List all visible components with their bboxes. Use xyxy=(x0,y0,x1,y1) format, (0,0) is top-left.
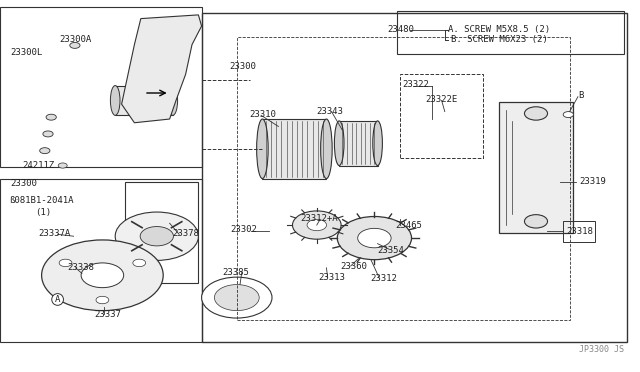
Circle shape xyxy=(525,107,548,120)
Ellipse shape xyxy=(257,119,268,179)
Bar xyxy=(499,102,573,232)
Text: 23300: 23300 xyxy=(229,62,256,71)
Bar xyxy=(202,13,627,342)
Text: 23322E: 23322E xyxy=(426,95,458,104)
Bar xyxy=(125,182,198,283)
Ellipse shape xyxy=(110,86,120,115)
Ellipse shape xyxy=(372,121,383,166)
Text: 23300A: 23300A xyxy=(59,35,91,44)
Circle shape xyxy=(202,277,272,318)
Text: B: B xyxy=(578,92,583,100)
Text: A. SCREW M5X8.5 (2): A. SCREW M5X8.5 (2) xyxy=(448,25,550,34)
Text: 23318: 23318 xyxy=(566,227,593,236)
Text: 23338: 23338 xyxy=(67,263,94,272)
Circle shape xyxy=(214,285,259,311)
Circle shape xyxy=(81,263,124,288)
Bar xyxy=(339,121,378,166)
Text: JP3300 JS: JP3300 JS xyxy=(579,345,624,354)
Bar xyxy=(0,7,202,167)
Circle shape xyxy=(58,163,67,168)
Circle shape xyxy=(43,131,53,137)
Ellipse shape xyxy=(321,119,332,179)
Bar xyxy=(262,119,326,179)
Text: 23343: 23343 xyxy=(317,107,344,116)
Ellipse shape xyxy=(168,86,178,115)
Polygon shape xyxy=(122,15,202,123)
Text: 23300: 23300 xyxy=(10,179,37,187)
Circle shape xyxy=(59,259,72,267)
Text: 23378: 23378 xyxy=(173,229,200,238)
Bar xyxy=(563,221,595,242)
Bar xyxy=(115,86,173,115)
Circle shape xyxy=(337,217,412,260)
Text: 23312: 23312 xyxy=(371,274,397,283)
Circle shape xyxy=(70,42,80,48)
Text: 23480: 23480 xyxy=(387,25,414,34)
Circle shape xyxy=(358,228,391,248)
Ellipse shape xyxy=(335,121,344,166)
Bar xyxy=(0,179,202,342)
Text: 23302: 23302 xyxy=(230,225,257,234)
Circle shape xyxy=(525,215,548,228)
Text: 23354: 23354 xyxy=(378,246,404,255)
Text: 23465: 23465 xyxy=(396,221,422,230)
Circle shape xyxy=(292,211,341,239)
Text: 23312+A: 23312+A xyxy=(300,214,338,223)
Text: 23385: 23385 xyxy=(223,268,250,277)
Circle shape xyxy=(40,148,50,154)
Text: 23319: 23319 xyxy=(579,177,606,186)
Text: 23322: 23322 xyxy=(402,80,429,89)
Text: 23310: 23310 xyxy=(250,110,276,119)
Circle shape xyxy=(96,296,109,304)
Bar xyxy=(400,74,483,158)
Circle shape xyxy=(307,219,326,231)
Circle shape xyxy=(133,259,146,267)
Text: 23313: 23313 xyxy=(319,273,346,282)
Bar xyxy=(237,37,570,320)
Text: 23360: 23360 xyxy=(340,262,367,271)
Text: 23300L: 23300L xyxy=(10,48,42,57)
Circle shape xyxy=(140,227,173,246)
Circle shape xyxy=(115,212,198,260)
Text: B. SCREW M6X23 (2): B. SCREW M6X23 (2) xyxy=(451,35,548,44)
Circle shape xyxy=(46,114,56,120)
Text: ß081B1-2041A: ß081B1-2041A xyxy=(10,196,74,205)
Text: 24211Z: 24211Z xyxy=(22,161,54,170)
Text: (1): (1) xyxy=(35,208,51,217)
Text: 23337: 23337 xyxy=(95,310,122,319)
Text: 23337A: 23337A xyxy=(38,229,70,238)
Text: A: A xyxy=(55,295,60,304)
Bar xyxy=(397,11,624,54)
Circle shape xyxy=(42,240,163,311)
Circle shape xyxy=(563,112,573,118)
